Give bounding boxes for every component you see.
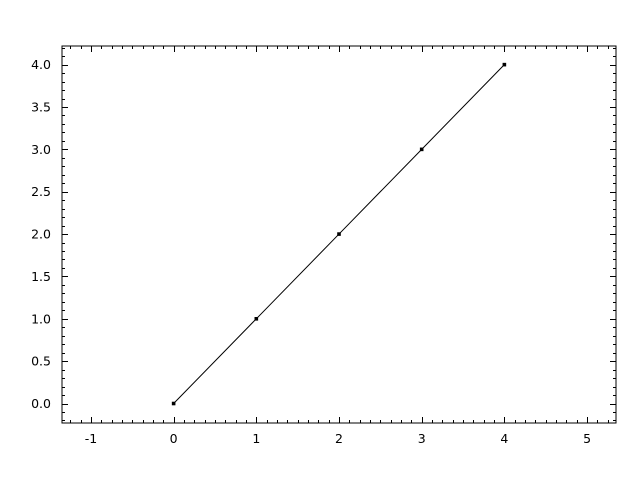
plot-frame xyxy=(61,45,617,424)
y-axis-tick-labels: 0.0 0.5 1.0 1.5 2.0 2.5 3.0 3.5 4.0 xyxy=(31,57,51,411)
x-axis-major-ticks xyxy=(91,46,588,423)
y-tick-label: 0.0 xyxy=(31,396,51,411)
x-tick-label: -1 xyxy=(85,431,97,446)
x-axis-tick-labels: -1 0 1 2 3 4 5 xyxy=(85,431,591,446)
y-tick-label: 4.0 xyxy=(31,57,51,72)
y-tick-label: 1.5 xyxy=(31,269,51,284)
x-tick-label: 4 xyxy=(500,431,508,446)
x-tick-label: 1 xyxy=(252,431,260,446)
y-tick-label: 2.5 xyxy=(31,184,51,199)
y-tick-label: 3.0 xyxy=(31,142,51,157)
data-point-marker xyxy=(171,401,176,406)
y-tick-label: 1.0 xyxy=(31,311,51,326)
data-point-marker xyxy=(502,62,507,67)
y-tick-label: 0.5 xyxy=(31,354,51,369)
x-tick-label: 3 xyxy=(418,431,426,446)
data-series-group xyxy=(171,62,507,406)
x-tick-label: 0 xyxy=(170,431,178,446)
data-point-marker xyxy=(337,232,341,236)
y-tick-label: 3.5 xyxy=(31,99,51,114)
x-tick-label: 2 xyxy=(335,431,343,446)
x-tick-label: 5 xyxy=(583,431,591,446)
data-point-marker xyxy=(419,147,424,152)
y-tick-label: 2.0 xyxy=(31,227,51,242)
data-point-marker xyxy=(254,317,259,321)
y-axis-major-ticks xyxy=(62,65,616,405)
